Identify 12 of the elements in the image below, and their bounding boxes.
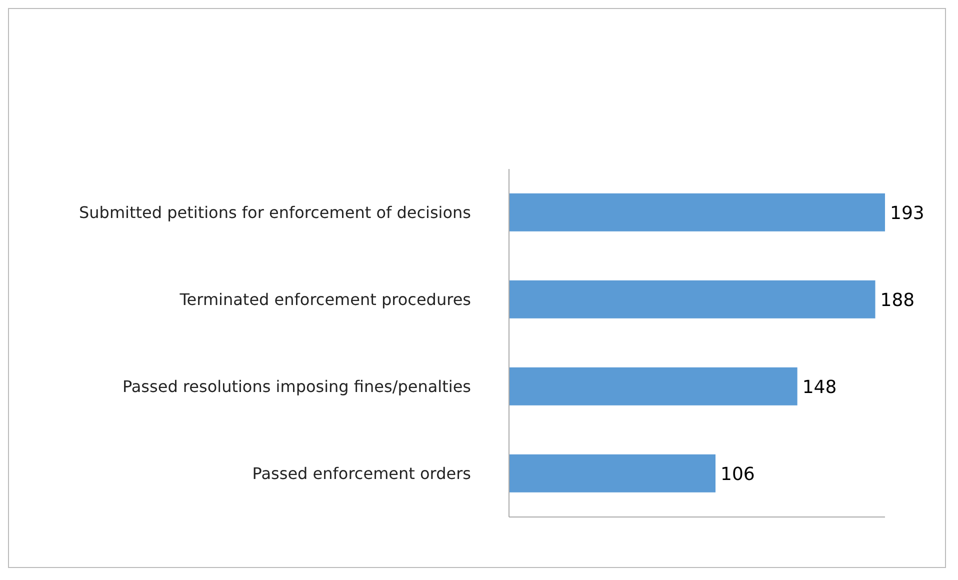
- data-label: 188: [880, 290, 915, 311]
- data-label: 193: [890, 202, 924, 224]
- data-label: 148: [802, 376, 837, 398]
- y-tick-label: Passed enforcement orders: [252, 464, 471, 484]
- data-label: 106: [720, 464, 755, 485]
- y-tick-label: Submitted petitions for enforcement of decisions: [79, 203, 471, 222]
- bar: [509, 280, 876, 318]
- y-tick-label: Passed resolutions imposing fines/penalties: [122, 377, 471, 396]
- y-tick-label: Terminated enforcement procedures: [178, 290, 471, 310]
- bar: [509, 454, 716, 492]
- bar: [509, 193, 885, 232]
- bar: [509, 367, 798, 406]
